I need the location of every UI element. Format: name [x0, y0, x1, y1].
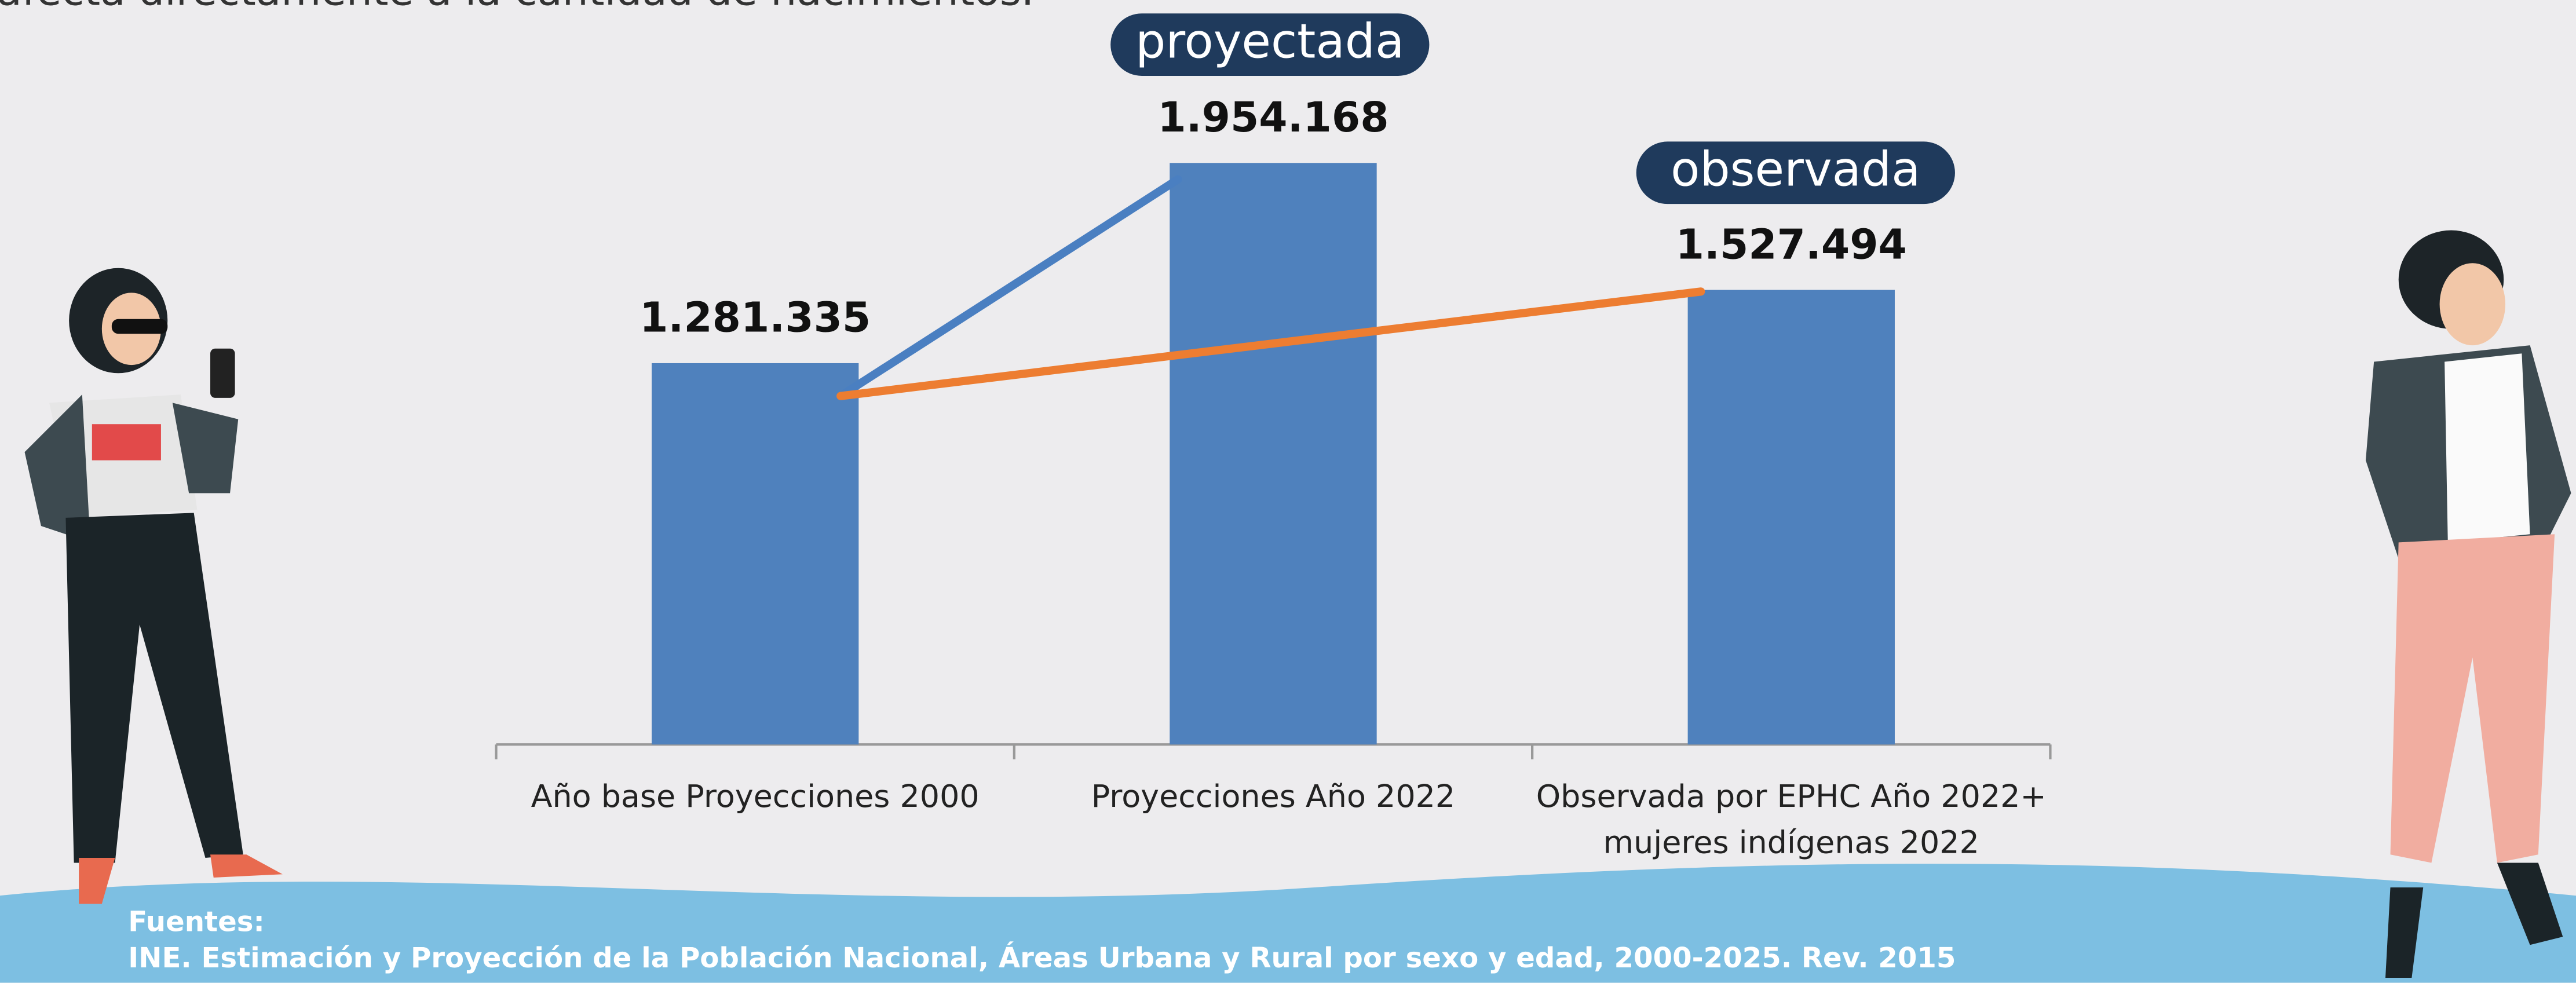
value-label: 1.954.168 [1157, 93, 1389, 141]
annotation-text: proyectada [1135, 14, 1404, 70]
x-tick-label: Año base Proyecciones 2000 [496, 774, 1014, 820]
value-label: 1.527.494 [1676, 220, 1907, 268]
x-tick-label: Proyecciones Año 2022 [1014, 774, 1532, 820]
source-text: INE. Estimación y Proyección de la Pobla… [128, 941, 1956, 974]
x-tick-label-box: Año base Proyecciones 2000 [496, 774, 1014, 889]
value-label: 1.281.335 [640, 294, 871, 342]
page: afecta directamente a la cantidad de nac… [0, 0, 2576, 983]
x-tick-label: Observada por EPHC Año 2022+ mujeres ind… [1532, 774, 2050, 866]
bar [652, 363, 858, 744]
annotation-text: observada [1671, 142, 1920, 198]
bar [1688, 290, 1895, 744]
x-tick-label-box: Proyecciones Año 2022 [1014, 774, 1532, 889]
x-tick-label-box: Observada por EPHC Año 2022+ mujeres ind… [1532, 774, 2050, 889]
bar [1170, 163, 1376, 744]
infographic: afecta directamente a la cantidad de nac… [0, 0, 2576, 983]
source-label: Fuentes: [128, 905, 265, 938]
intro-text: afecta directamente a la cantidad de nac… [0, 0, 1034, 15]
